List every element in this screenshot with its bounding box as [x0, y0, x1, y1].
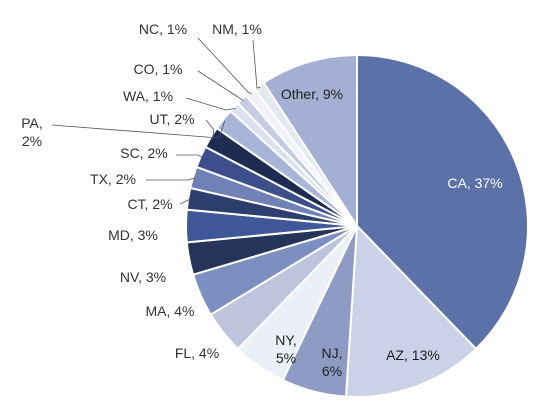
- leader-line-ut: [205, 119, 215, 139]
- slice-label-wa: WA, 1%: [123, 88, 173, 104]
- slice-label-ct: CT, 2%: [127, 196, 172, 212]
- leader-line-sc: [176, 154, 203, 158]
- slice-label-nm: NM, 1%: [212, 21, 262, 37]
- slice-label-nc: NC, 1%: [139, 21, 187, 37]
- slice-label-co: CO, 1%: [133, 61, 182, 77]
- slice-label-ca: CA, 37%: [447, 175, 502, 191]
- leader-line-ct: [179, 198, 191, 205]
- slice-label-nv: NV, 3%: [120, 269, 166, 285]
- leader-lines: [51, 37, 261, 205]
- pie-slice-other: [262, 53, 358, 230]
- slice-label-other: Other, 9%: [281, 86, 343, 102]
- slice-label-ma: MA, 4%: [145, 303, 194, 319]
- slice-label-sc: SC, 2%: [120, 145, 167, 161]
- slice-labels: CA, 37% AZ, 13% NJ, 6% NY, 5% FL, 4% MA, 4% NV, …: [21, 21, 502, 379]
- leader-line-co: [197, 70, 244, 102]
- pie-slice-ca: [356, 53, 529, 351]
- slice-label-pa: PA, 2%: [21, 115, 43, 149]
- leader-line-pa: [51, 120, 226, 139]
- leader-line-tx: [146, 177, 196, 181]
- leader-line-wa: [185, 97, 236, 111]
- pie-slices: [185, 53, 529, 398]
- pie-slice-az: [344, 223, 478, 398]
- slice-label-tx: TX, 2%: [90, 171, 136, 187]
- slice-label-nj: NJ, 6%: [322, 345, 343, 379]
- slice-label-fl: FL, 4%: [175, 345, 219, 361]
- leader-line-nc: [197, 37, 252, 95]
- leader-line-nm: [252, 39, 261, 89]
- slice-label-ut: UT, 2%: [149, 111, 194, 127]
- slice-label-az: AZ, 13%: [386, 347, 440, 363]
- slice-label-md: MD, 3%: [108, 227, 158, 243]
- slice-label-ny: NY, 5%: [275, 332, 297, 366]
